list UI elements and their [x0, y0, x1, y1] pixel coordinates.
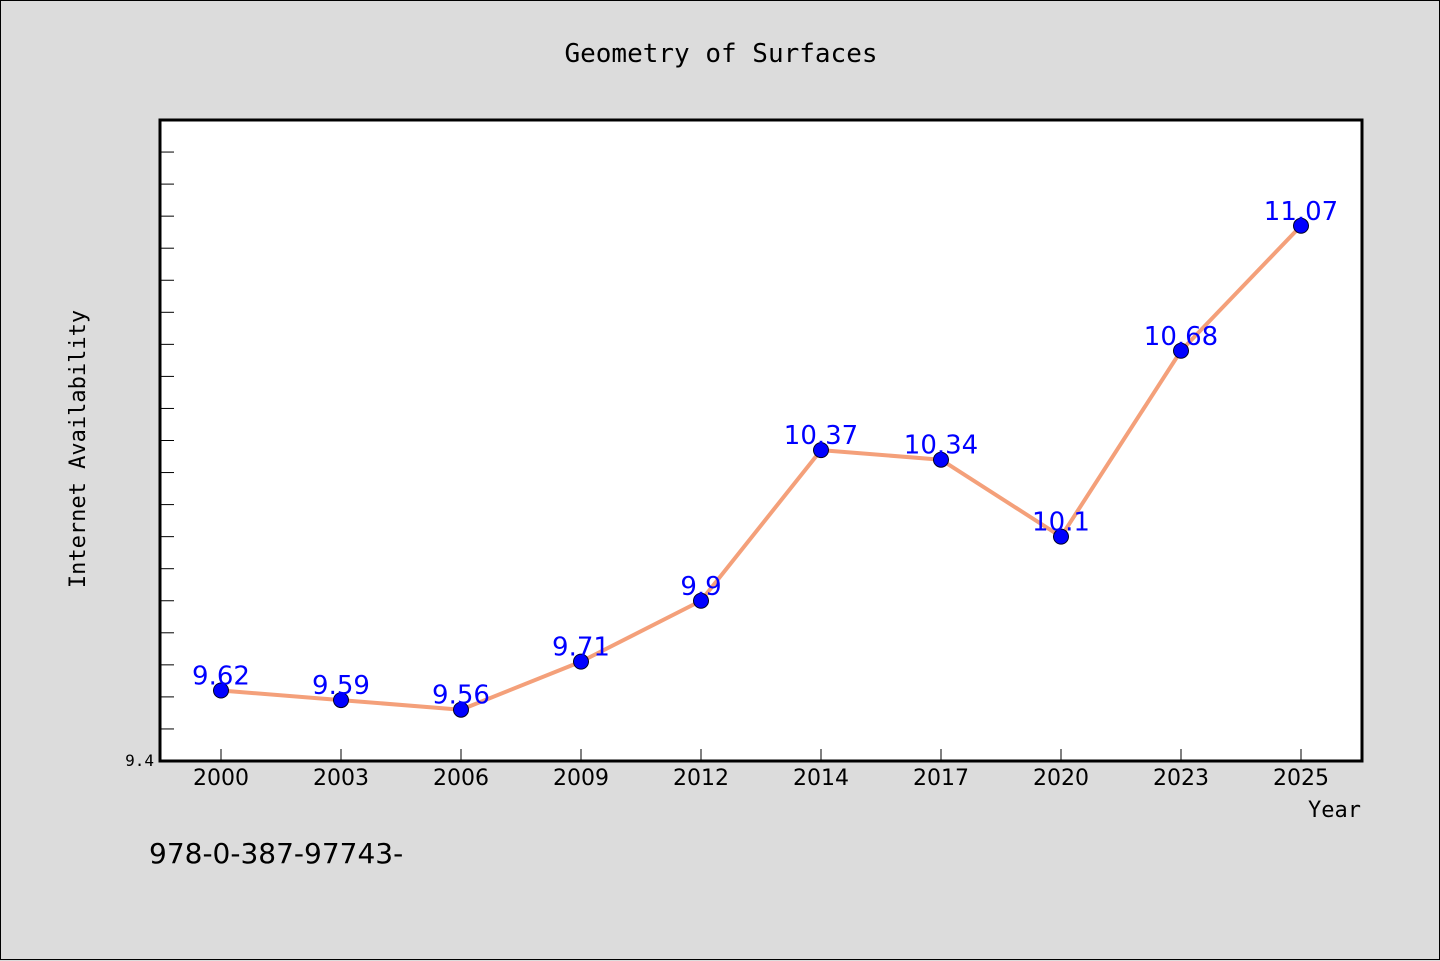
- x-tick-label: 2023: [1153, 766, 1209, 791]
- x-tick-label: 2017: [913, 766, 969, 791]
- data-label: 9.9: [680, 572, 721, 602]
- plot-area: [158, 118, 1364, 763]
- data-label: 9.59: [312, 671, 370, 701]
- data-point: [933, 451, 949, 468]
- y-tick-label: 9.4: [125, 751, 154, 770]
- data-point: [813, 442, 829, 459]
- data-point: [453, 701, 469, 718]
- chart-title: Geometry of Surfaces: [564, 39, 877, 69]
- x-axis-label: Year: [1308, 798, 1361, 823]
- data-label: 9.56: [432, 681, 490, 711]
- x-tick-label: 2000: [193, 766, 249, 791]
- footnote-isbn: 978-0-387-97743-: [149, 837, 403, 870]
- data-label: 10.68: [1144, 322, 1218, 352]
- data-point: [693, 592, 709, 609]
- y-axis-ticks: [160, 151, 174, 730]
- data-point: [213, 682, 229, 699]
- data-label: 9.71: [552, 633, 610, 663]
- x-tick-label: 2025: [1273, 766, 1329, 791]
- data-label: 11.07: [1264, 197, 1338, 227]
- x-tick-label: 2009: [553, 766, 609, 791]
- x-axis-tick-labels: 2000 2003 2006 2009 2012 2014 2017 2020 2023 2025: [193, 766, 1329, 791]
- x-tick-label: 2012: [673, 766, 729, 791]
- data-point: [333, 692, 349, 709]
- data-point: [573, 653, 589, 670]
- data-label: 10.34: [904, 431, 978, 461]
- series-layer: 9.62 9.59 9.56 9.71 9.9 10.37 10.34 10.1 10.68 11…: [192, 197, 1338, 718]
- data-label: 10.37: [784, 421, 858, 451]
- series-line: [219, 223, 1303, 712]
- data-label: 10.1: [1032, 508, 1090, 538]
- x-tick-label: 2014: [793, 766, 849, 791]
- x-tick-label: 2003: [313, 766, 369, 791]
- y-axis-label: Internet Availability: [66, 310, 91, 588]
- y-axis-tick-labels: 9.4: [125, 751, 154, 770]
- data-label: 9.62: [192, 661, 250, 691]
- x-tick-label: 2020: [1033, 766, 1089, 791]
- x-tick-label: 2006: [433, 766, 489, 791]
- data-point: [1053, 528, 1069, 545]
- x-axis-ticks: [220, 749, 1302, 761]
- data-point: [1173, 342, 1189, 359]
- data-point: [1293, 217, 1309, 234]
